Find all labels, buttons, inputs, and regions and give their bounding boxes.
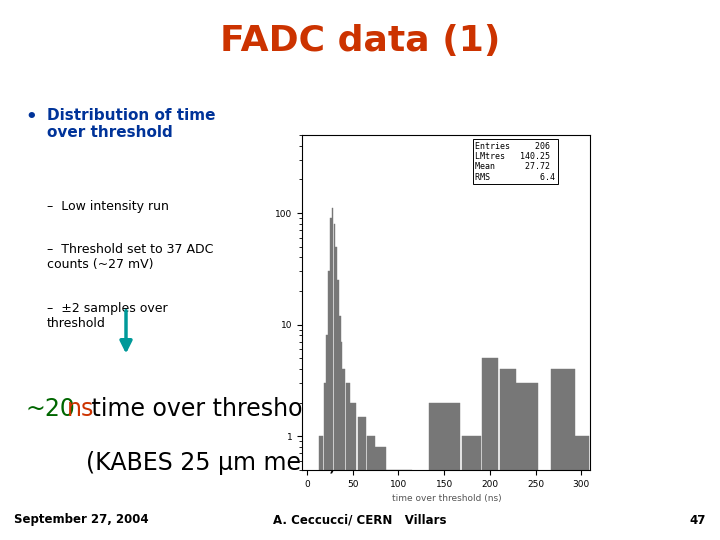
Bar — [326, 335, 328, 540]
Bar — [367, 436, 375, 540]
X-axis label: time over threshold (ns): time over threshold (ns) — [392, 494, 501, 503]
Bar — [482, 358, 498, 540]
Bar — [324, 383, 327, 540]
Bar — [319, 436, 323, 540]
Bar — [500, 369, 516, 540]
Text: 47: 47 — [689, 514, 706, 526]
Text: time over threshold: time over threshold — [84, 397, 324, 421]
Text: –  Low intensity run: – Low intensity run — [47, 200, 168, 213]
Bar — [339, 316, 341, 540]
Bar — [358, 416, 366, 540]
Bar — [574, 436, 589, 540]
Bar — [337, 280, 339, 540]
Bar — [374, 447, 386, 540]
Bar — [462, 436, 481, 540]
Text: A. Ceccucci/ CERN   Villars: A. Ceccucci/ CERN Villars — [274, 514, 446, 526]
Text: ns: ns — [67, 397, 94, 421]
Bar — [341, 342, 343, 540]
Bar — [336, 247, 337, 540]
Text: (KABES 25 μm mesh): (KABES 25 μm mesh) — [86, 451, 338, 475]
Bar — [328, 272, 330, 540]
Bar — [346, 383, 350, 540]
Text: •: • — [25, 108, 37, 126]
Bar — [384, 470, 412, 540]
Bar — [330, 218, 331, 540]
Text: FADC data (1): FADC data (1) — [220, 24, 500, 58]
Text: –  ±2 samples over
threshold: – ±2 samples over threshold — [47, 302, 168, 330]
Bar — [515, 383, 538, 540]
Text: ~20: ~20 — [25, 397, 75, 421]
Text: September 27, 2004: September 27, 2004 — [14, 514, 149, 526]
Bar — [342, 369, 345, 540]
Bar — [350, 403, 356, 540]
Bar — [428, 403, 459, 540]
Text: –  Threshold set to 37 ADC
counts (~27 mV): – Threshold set to 37 ADC counts (~27 mV… — [47, 243, 213, 271]
Text: Distribution of time
over threshold: Distribution of time over threshold — [47, 108, 215, 140]
Text: Entries     206
LMtres   140.25
Mean      27.72
RMS          6.4: Entries 206 LMtres 140.25 Mean 27.72 RMS… — [475, 141, 555, 182]
Bar — [333, 224, 336, 540]
Bar — [552, 369, 575, 540]
Bar — [332, 208, 333, 540]
